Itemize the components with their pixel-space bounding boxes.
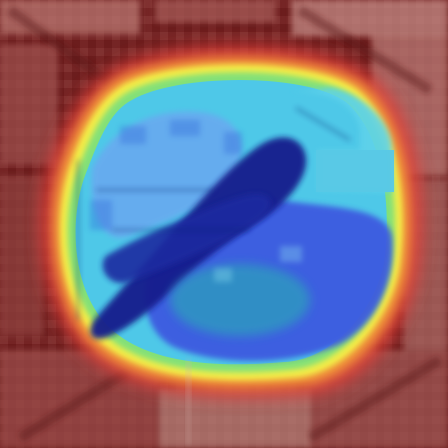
heatmap-core [76, 88, 394, 446]
